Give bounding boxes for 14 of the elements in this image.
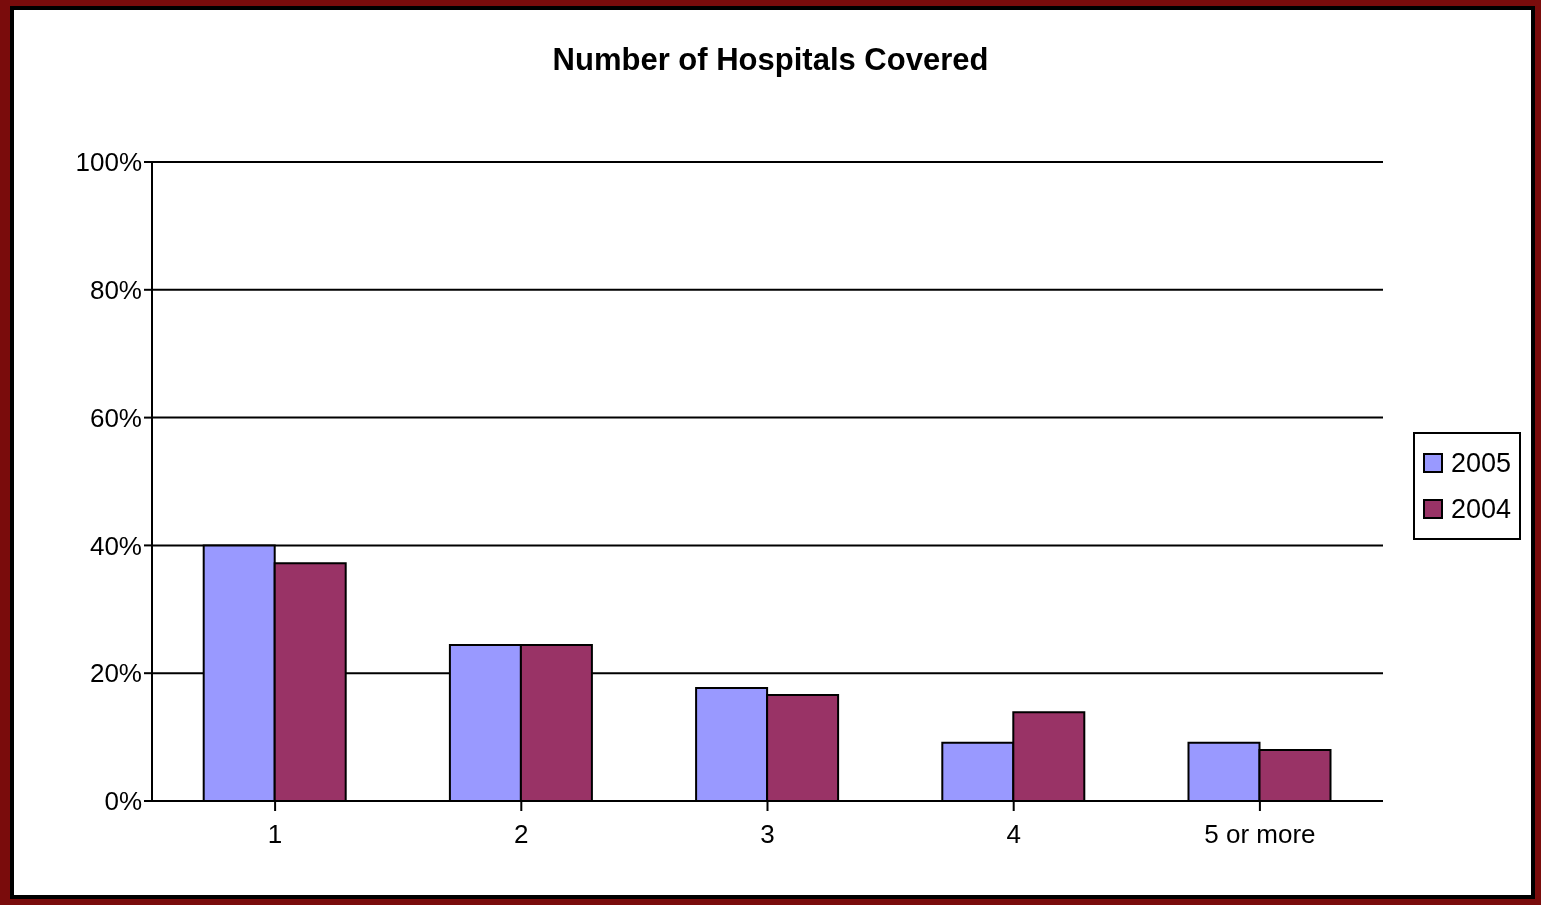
y-tick-label: 40%: [89, 530, 142, 561]
y-tick-label: 20%: [89, 658, 142, 689]
y-tick-label: 0%: [104, 786, 142, 817]
chart-title: Number of Hospitals Covered: [551, 42, 990, 78]
y-tick-label: 60%: [89, 402, 142, 433]
x-tick-label: 5 or more: [1204, 819, 1316, 850]
x-tick-label: 3: [760, 819, 775, 850]
x-tick-label: 2: [514, 819, 529, 850]
x-tick-label: 1: [267, 819, 283, 850]
y-tick-label: 100%: [75, 147, 142, 178]
legend-label: 2004: [1450, 493, 1511, 525]
x-tick-label: 4: [1006, 819, 1021, 850]
y-tick-label: 80%: [89, 275, 142, 306]
legend-label: 2005: [1450, 447, 1511, 479]
